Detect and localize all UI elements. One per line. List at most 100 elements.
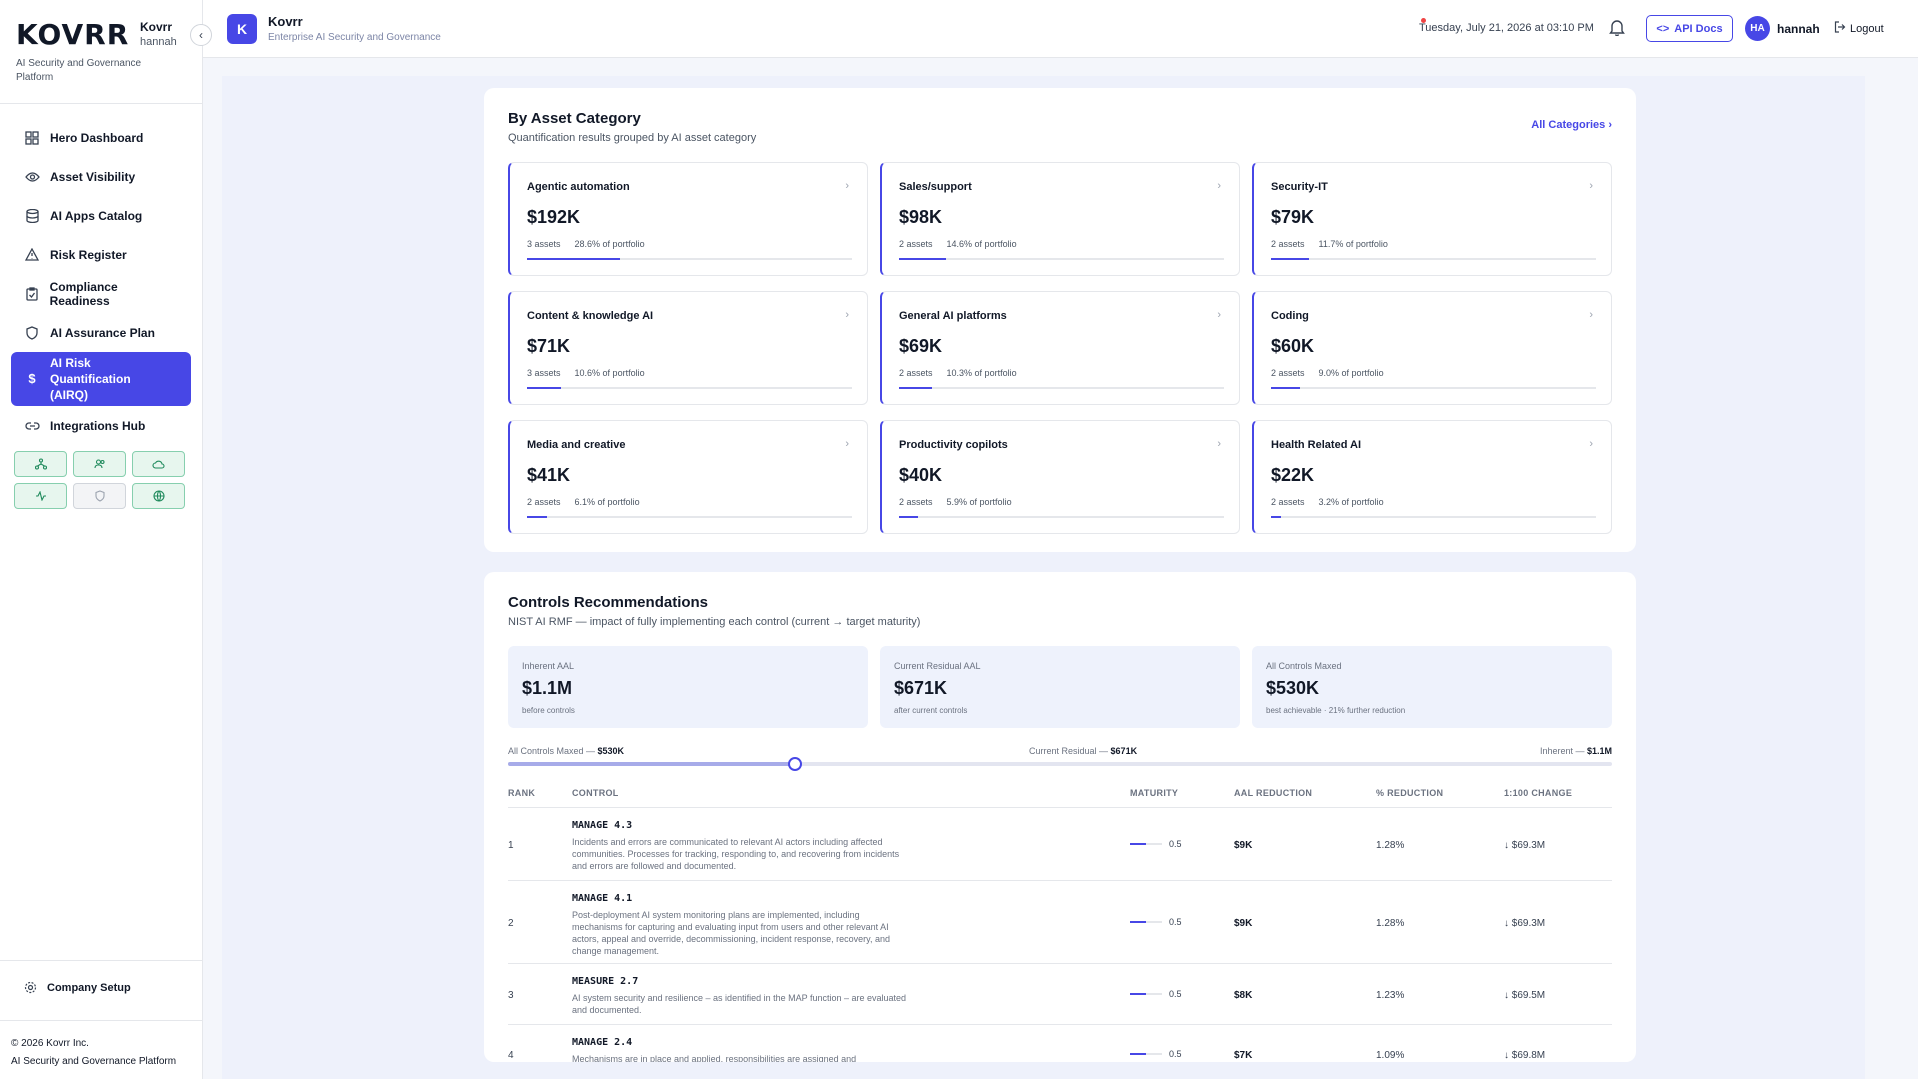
eye-icon xyxy=(24,169,40,185)
row-1-100-change: ↓ $69.8M xyxy=(1504,1050,1546,1061)
warning-icon xyxy=(24,247,40,263)
sidebar-item-integrations-hub[interactable]: Integrations Hub xyxy=(11,406,191,445)
all-categories-link[interactable]: All Categories › xyxy=(1531,119,1612,131)
category-meta: 2 assets 6.1% of portfolio xyxy=(527,497,640,507)
category-portfolio: 9.0% of portfolio xyxy=(1318,368,1384,378)
portfolio-share-bar xyxy=(899,258,1224,260)
sidebar-footer: © 2026 Kovrr Inc. AI Security and Govern… xyxy=(0,1020,202,1079)
sidebar-item-hero-dashboard[interactable]: Hero Dashboard xyxy=(11,118,191,157)
integration-network-icon[interactable] xyxy=(14,451,67,477)
sidebar-item-label: Integrations Hub xyxy=(50,418,146,433)
category-meta: 3 assets 10.6% of portfolio xyxy=(527,368,645,378)
sidebar-item-label: AI Risk Quantification (AIRQ) xyxy=(50,356,131,402)
category-meta: 2 assets 14.6% of portfolio xyxy=(899,239,1017,249)
collapse-sidebar-button[interactable]: ‹ xyxy=(190,24,212,46)
integration-shortcuts xyxy=(11,445,191,509)
section-subtitle: NIST AI RMF — impact of fully implementi… xyxy=(508,616,921,628)
integration-users-icon[interactable] xyxy=(73,451,126,477)
portfolio-share-bar xyxy=(527,387,852,389)
sidebar-item-compliance-readiness[interactable]: Compliance Readiness xyxy=(11,274,191,313)
category-name: Health Related AI xyxy=(1271,439,1362,451)
table-header-divider xyxy=(508,807,1612,808)
row-rank: 1 xyxy=(508,840,514,851)
row-1-100-change: ↓ $69.3M xyxy=(1504,840,1546,851)
asset-category-card: By Asset Category Quantification results… xyxy=(484,88,1636,552)
chevron-right-icon: › xyxy=(1217,180,1221,192)
category-name: Productivity copilots xyxy=(899,439,1008,451)
table-row[interactable]: 3 MEASURE 2.7 AI system security and resil… xyxy=(508,964,1612,1025)
category-name: Agentic automation xyxy=(527,181,630,193)
category-card[interactable]: Sales/support › $98K 2 assets 14.6% of portf… xyxy=(880,162,1240,276)
brand-name: Kovrr xyxy=(140,20,173,34)
kovrr-logo[interactable]: KOVRR xyxy=(16,18,130,51)
slider-max-label: Inherent — $1.1M xyxy=(1540,746,1612,756)
sidebar-item-asset-visibility[interactable]: Asset Visibility xyxy=(11,157,191,196)
stat-current-residual: Current Residual AAL $671K after current… xyxy=(880,646,1240,728)
app-logo[interactable]: K xyxy=(227,14,257,44)
sidebar-item-ai-risk-quantification[interactable]: $ AI Risk Quantification (AIRQ) xyxy=(11,352,191,406)
category-portfolio: 28.6% of portfolio xyxy=(574,239,645,249)
row-rank: 2 xyxy=(508,918,514,929)
category-value: $192K xyxy=(527,207,581,227)
category-meta: 3 assets 28.6% of portfolio xyxy=(527,239,645,249)
category-card[interactable]: Productivity copilots › $40K 2 assets 5.9% o… xyxy=(880,420,1240,534)
category-assets: 2 assets xyxy=(899,497,933,507)
portfolio-share-fill xyxy=(527,387,562,389)
table-row[interactable]: 4 MANAGE 2.4 Mechanisms are in place and a… xyxy=(508,1025,1612,1062)
portfolio-share-bar xyxy=(527,258,852,260)
sidebar-item-label: Risk Register xyxy=(50,247,127,262)
chevron-right-icon: › xyxy=(1589,438,1593,450)
integration-shield-icon[interactable] xyxy=(73,483,126,509)
category-card[interactable]: Content & knowledge AI › $71K 3 assets 10.6%… xyxy=(508,291,868,405)
row-control-code: MANAGE 4.3 xyxy=(572,820,633,831)
category-assets: 2 assets xyxy=(899,239,933,249)
brand-tagline: AI Security and Governance Platform xyxy=(16,58,142,83)
row-pct-reduction: 1.09% xyxy=(1376,1050,1405,1061)
category-value: $71K xyxy=(527,336,571,356)
company-setup-link[interactable]: Company Setup xyxy=(0,960,202,1014)
category-card[interactable]: General AI platforms › $69K 2 assets 10.3% o… xyxy=(880,291,1240,405)
portfolio-share-fill xyxy=(899,258,947,260)
sidebar-item-label: AI Assurance Plan xyxy=(50,325,155,340)
category-assets: 2 assets xyxy=(1271,239,1305,249)
category-portfolio: 10.3% of portfolio xyxy=(946,368,1017,378)
category-card[interactable]: Security-IT › $79K 2 assets 11.7% of portfol… xyxy=(1252,162,1612,276)
integration-cloud-icon[interactable] xyxy=(132,451,185,477)
integration-activity-icon[interactable] xyxy=(14,483,67,509)
aal-slider-track[interactable] xyxy=(508,757,1612,771)
stat-note: best achievable · 21% further reduction xyxy=(1266,706,1406,715)
sidebar-item-risk-register[interactable]: Risk Register xyxy=(11,235,191,274)
row-control-code: MEASURE 2.7 xyxy=(572,976,639,987)
category-card[interactable]: Health Related AI › $22K 2 assets 3.2% of po… xyxy=(1252,420,1612,534)
sidebar-item-ai-apps-catalog[interactable]: AI Apps Catalog xyxy=(11,196,191,235)
table-row[interactable]: 2 MANAGE 4.1 Post-deployment AI system mon… xyxy=(508,881,1612,964)
category-card[interactable]: Coding › $60K 2 assets 9.0% of portfolio xyxy=(1252,291,1612,405)
avatar[interactable]: HA xyxy=(1745,16,1770,41)
header-username[interactable]: hannah xyxy=(1777,22,1820,36)
api-docs-button[interactable]: <> API Docs xyxy=(1646,15,1733,42)
category-name: Content & knowledge AI xyxy=(527,310,654,322)
logout-icon xyxy=(1834,21,1846,36)
gear-icon xyxy=(24,981,37,994)
portfolio-share-bar xyxy=(1271,258,1596,260)
sidebar-item-ai-assurance-plan[interactable]: AI Assurance Plan xyxy=(11,313,191,352)
category-card[interactable]: Agentic automation › $192K 3 assets 28.6% of… xyxy=(508,162,868,276)
maturity-fill xyxy=(1130,843,1146,845)
app-subtitle: Enterprise AI Security and Governance xyxy=(268,32,441,43)
portfolio-share-fill xyxy=(1271,516,1282,518)
logout-button[interactable]: Logout xyxy=(1834,21,1884,36)
sidebar-item-label: Hero Dashboard xyxy=(50,130,144,145)
dollar-icon: $ xyxy=(28,371,36,386)
portfolio-share-bar xyxy=(899,387,1224,389)
integration-globe-icon[interactable] xyxy=(132,483,185,509)
category-meta: 2 assets 5.9% of portfolio xyxy=(899,497,1012,507)
category-card[interactable]: Media and creative › $41K 2 assets 6.1% of p… xyxy=(508,420,868,534)
category-portfolio: 5.9% of portfolio xyxy=(946,497,1012,507)
chevron-right-icon: › xyxy=(1589,309,1593,321)
bell-icon[interactable] xyxy=(1609,19,1627,37)
col-maturity: MATURITY xyxy=(1130,788,1179,798)
stat-value: $530K xyxy=(1266,678,1320,698)
col-control: CONTROL xyxy=(572,788,619,798)
aal-slider-handle[interactable] xyxy=(788,757,803,771)
table-row[interactable]: 1 MANAGE 4.3 Incidents and errors are comm… xyxy=(508,808,1612,881)
